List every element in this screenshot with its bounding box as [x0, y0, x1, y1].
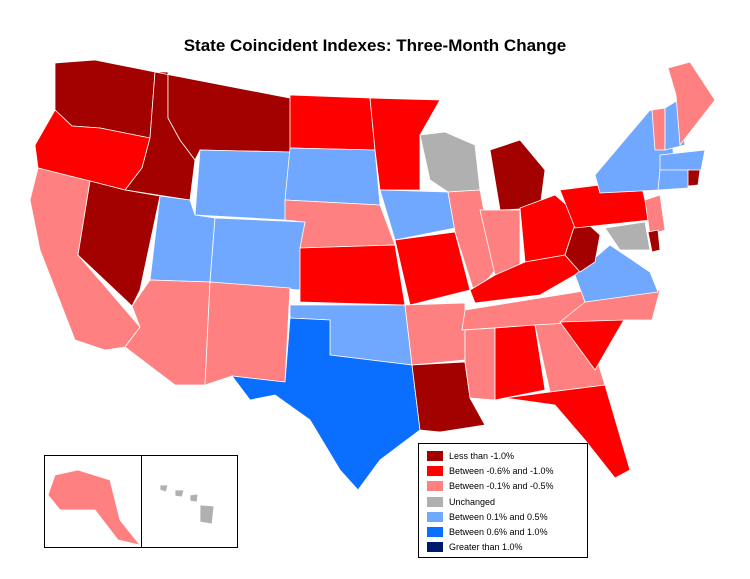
state-ak — [47, 469, 141, 546]
legend-item-3: Unchanged — [427, 494, 587, 509]
map-legend: Less than -1.0% Between -0.6% and -1.0% … — [418, 443, 588, 558]
state-co — [209, 217, 306, 291]
state-ct — [657, 169, 691, 191]
state-ar — [404, 302, 466, 366]
state-nd — [289, 94, 376, 151]
state-sd — [284, 147, 381, 206]
state-wy — [194, 149, 291, 221]
legend-label: Between 0.1% and 0.5% — [449, 511, 548, 522]
map-title: State Coincident Indexes: Three-Month Ch… — [183, 36, 567, 55]
state-wi — [419, 131, 481, 193]
state-de — [647, 229, 661, 253]
state-nj — [644, 194, 666, 236]
legend-item-5: Between 0.6% and 1.0% — [427, 524, 587, 539]
alaska-inset — [44, 455, 142, 548]
legend-item-2: Between -0.1% and -0.5% — [427, 479, 587, 494]
legend-label: Unchanged — [449, 496, 496, 507]
state-al — [494, 324, 546, 401]
legend-item-6: Greater than 1.0% — [427, 540, 587, 555]
state-md — [604, 221, 651, 251]
state-tx — [231, 317, 421, 491]
state-nm — [204, 281, 291, 386]
state-ma — [659, 149, 706, 176]
state-hi — [159, 484, 215, 525]
legend-swatch — [427, 511, 443, 522]
legend-label: Between 0.6% and 1.0% — [449, 527, 548, 538]
state-ri — [687, 169, 701, 187]
legend-swatch — [427, 542, 443, 553]
legend-swatch — [427, 496, 443, 507]
legend-swatch — [427, 527, 443, 538]
state-ms — [464, 327, 496, 401]
hawaii-inset — [141, 455, 238, 548]
state-mi — [489, 139, 546, 211]
state-fl — [504, 384, 631, 479]
legend-label: Less than -1.0% — [449, 450, 515, 461]
state-nv — [77, 180, 161, 307]
legend-item-4: Between 0.1% and 0.5% — [427, 509, 587, 524]
state-ia — [379, 189, 456, 241]
state-az — [124, 279, 211, 386]
legend-label: Between -0.1% and -0.5% — [449, 481, 554, 492]
legend-swatch — [427, 465, 443, 476]
legend-swatch — [427, 450, 443, 461]
legend-item-1: Between -0.6% and -1.0% — [427, 463, 587, 478]
state-me — [667, 61, 716, 146]
legend-label: Between -0.6% and -1.0% — [449, 465, 554, 476]
state-mn — [369, 97, 441, 191]
state-ks — [299, 244, 406, 306]
legend-item-0: Less than -1.0% — [427, 448, 587, 463]
legend-swatch — [427, 481, 443, 492]
legend-label: Greater than 1.0% — [449, 542, 523, 553]
